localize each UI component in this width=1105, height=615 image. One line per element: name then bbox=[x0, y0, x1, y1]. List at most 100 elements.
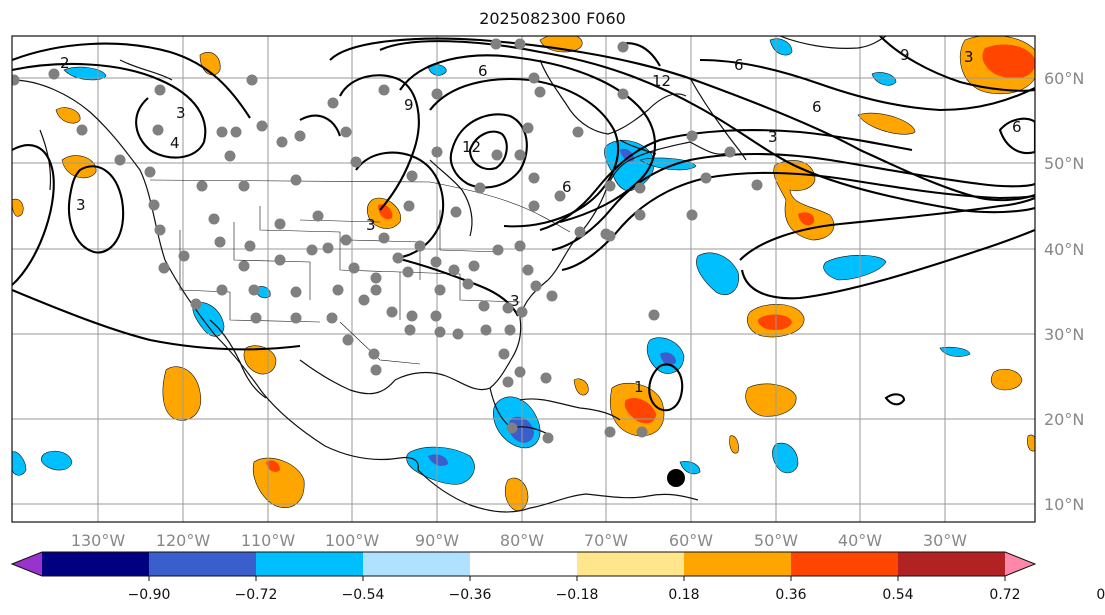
contour-label: 2 bbox=[60, 54, 70, 72]
contour-label: 12 bbox=[462, 138, 481, 156]
longitude-axis: 130°W 120°W 110°W 100°W 90°W 80°W 70°W 6… bbox=[71, 531, 967, 550]
colorbar: −0.90 −0.72 −0.54 −0.36 −0.18 0.18 0.36 0.54 0.7… bbox=[10, 551, 1105, 603]
latitude-label: 40°N bbox=[1044, 240, 1084, 259]
station-dot bbox=[498, 348, 510, 360]
station-dot bbox=[430, 310, 442, 322]
station-dot bbox=[414, 240, 426, 252]
station-dot bbox=[434, 326, 446, 338]
station-dot bbox=[224, 150, 236, 162]
station-dot bbox=[504, 324, 516, 336]
station-dot bbox=[404, 324, 416, 336]
station-dot bbox=[452, 328, 464, 340]
colorbar-tick-label: −0.90 bbox=[128, 587, 171, 603]
map-content: 2 3 4 3 6 9 12 6 3 6 9 12 6 3 3 1 6 3 bbox=[12, 36, 1035, 522]
station-dot bbox=[574, 226, 586, 238]
shade-region bbox=[773, 160, 835, 241]
station-dot bbox=[230, 126, 242, 138]
station-dot bbox=[290, 312, 302, 324]
shade-region bbox=[1027, 434, 1035, 452]
contour-label: 6 bbox=[1012, 118, 1022, 136]
station-dot bbox=[474, 182, 486, 194]
latitude-axis: 60°N 50°N 40°N 30°N 20°N 10°N bbox=[1044, 69, 1084, 514]
station-dot bbox=[368, 348, 380, 360]
contour-label: 9 bbox=[900, 46, 910, 64]
station-dot bbox=[76, 124, 88, 136]
height-contours bbox=[12, 36, 1035, 412]
shade-region bbox=[639, 157, 697, 171]
map-border bbox=[11, 35, 1036, 523]
shade-region bbox=[61, 155, 97, 179]
station-dot bbox=[246, 74, 258, 86]
contour-label: 6 bbox=[562, 178, 572, 196]
shade-region bbox=[63, 66, 107, 81]
colorbar-tick-label: 0.18 bbox=[668, 587, 699, 603]
colorbar-extend-high bbox=[1005, 552, 1035, 576]
shade-region bbox=[12, 451, 27, 476]
colorbar-segment bbox=[363, 552, 471, 576]
figure-title: 2025082300 F060 bbox=[479, 9, 626, 28]
station-dot bbox=[358, 294, 370, 306]
station-dot bbox=[530, 280, 542, 292]
contour-label: 6 bbox=[812, 98, 822, 116]
station-dot bbox=[378, 84, 390, 96]
colorbar-extend-low bbox=[12, 552, 42, 576]
station-dot bbox=[248, 284, 260, 296]
station-dot bbox=[406, 170, 418, 182]
station-dot bbox=[214, 236, 226, 248]
shade-region bbox=[857, 112, 916, 135]
contour-labels: 2 3 4 3 6 9 12 6 3 6 9 12 6 3 3 1 6 3 bbox=[60, 46, 1022, 396]
contour-label: 3 bbox=[768, 128, 778, 146]
shade-region bbox=[573, 378, 589, 396]
latitude-label: 30°N bbox=[1044, 325, 1084, 344]
station-dot bbox=[534, 86, 546, 98]
station-dot bbox=[636, 426, 648, 438]
shading-positive bbox=[12, 36, 1035, 511]
colorbar-segment bbox=[684, 552, 792, 576]
longitude-label: 50°W bbox=[754, 531, 798, 550]
station-dot bbox=[238, 260, 250, 272]
longitude-label: 110°W bbox=[241, 531, 296, 550]
latitude-label: 10°N bbox=[1044, 495, 1084, 514]
contour-label: 1 bbox=[634, 378, 644, 396]
station-dot bbox=[430, 256, 442, 268]
station-dot bbox=[294, 130, 306, 142]
contour-label: 12 bbox=[652, 72, 671, 90]
station-dot bbox=[634, 209, 646, 221]
station-dot bbox=[322, 242, 334, 254]
station-dot bbox=[478, 300, 490, 312]
station-dot bbox=[196, 180, 208, 192]
station-dot bbox=[604, 426, 616, 438]
station-dot bbox=[350, 156, 362, 168]
colorbar-segment bbox=[577, 552, 685, 576]
contour-label: 3 bbox=[366, 216, 376, 234]
latitude-label: 50°N bbox=[1044, 154, 1084, 173]
colorbar-tick-label: −0.36 bbox=[449, 587, 492, 603]
station-dot bbox=[431, 88, 443, 100]
station-dot bbox=[492, 244, 504, 256]
station-dot bbox=[144, 166, 156, 178]
station-dot bbox=[386, 306, 398, 318]
shade-region bbox=[12, 198, 24, 217]
colorbar-segment bbox=[898, 552, 1006, 576]
station-dot bbox=[528, 72, 540, 84]
colorbar-segment bbox=[256, 552, 364, 576]
shade-region bbox=[772, 442, 799, 474]
station-dot bbox=[216, 284, 228, 296]
station-dot bbox=[244, 240, 256, 252]
colorbar-tick-label: 0.54 bbox=[882, 587, 913, 603]
station-dot bbox=[522, 264, 534, 276]
colorbar-segment bbox=[149, 552, 257, 576]
shade-region bbox=[990, 368, 1023, 391]
station-dot bbox=[158, 262, 170, 274]
station-dot bbox=[12, 74, 20, 86]
station-dot bbox=[274, 218, 286, 230]
shade-region bbox=[624, 397, 656, 424]
longitude-label: 70°W bbox=[584, 531, 628, 550]
station-dot bbox=[274, 254, 286, 266]
contour-label: 3 bbox=[176, 104, 186, 122]
colorbar-tick-label: −0.72 bbox=[235, 587, 278, 603]
shade-region bbox=[823, 254, 887, 281]
station-dot bbox=[114, 154, 126, 166]
station-dot bbox=[306, 244, 318, 256]
station-dot bbox=[528, 200, 540, 212]
